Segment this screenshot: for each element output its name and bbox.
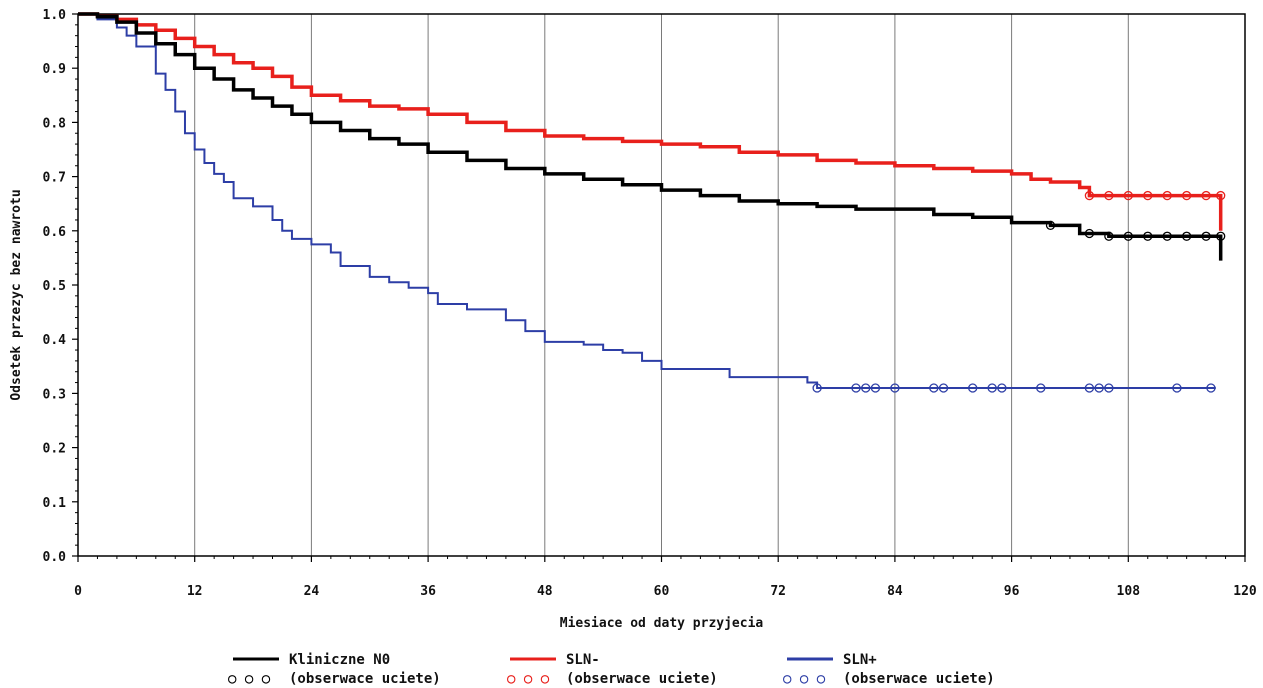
censor-mark-sln-neg: [1123, 190, 1133, 201]
legend-censor-label-sln-pos: (obserwace uciete): [843, 671, 995, 687]
censor-mark-sln-pos: [1104, 383, 1114, 393]
y-tick-label: 0.3: [43, 387, 66, 402]
y-tick-label: 0.4: [43, 333, 67, 348]
series-line-sln-neg: [78, 12, 1223, 231]
series-line-kliniczne-n0: [78, 12, 1223, 261]
censor-mark-sln-pos: [890, 383, 900, 393]
censor-mark-kliniczne-n0: [1104, 231, 1114, 241]
censor-mark-sln-pos: [851, 383, 861, 393]
legend-entry-sln-neg: SLN- ○ ○ ○ (obserwace uciete): [507, 652, 718, 687]
censor-mark-sln-pos: [968, 383, 978, 393]
censor-mark-kliniczne-n0: [1201, 231, 1211, 241]
censor-mark-kliniczne-n0: [1143, 231, 1153, 241]
censor-mark-kliniczne-n0: [1123, 231, 1133, 241]
legend-censor-symbols-sln-neg: ○ ○ ○: [507, 671, 550, 687]
censor-mark-sln-pos: [929, 383, 939, 393]
x-tick-label: 36: [420, 584, 436, 599]
y-tick-label: 0.8: [43, 116, 67, 131]
legend-entry-sln-pos: SLN+ ○ ○ ○ (obserwace uciete): [783, 652, 995, 687]
legend-censor-symbols-kliniczne-n0: ○ ○ ○: [228, 671, 271, 687]
x-tick-label: 120: [1233, 584, 1257, 599]
grid-layer: [194, 14, 1129, 556]
censor-mark-sln-neg: [1162, 190, 1172, 201]
censor-mark-sln-neg: [1143, 190, 1153, 201]
series-layer: [78, 12, 1226, 393]
y-tick-label: 0.2: [43, 442, 66, 457]
censor-mark-sln-pos: [870, 383, 881, 393]
censor-mark-kliniczne-n0: [1216, 231, 1226, 241]
x-axis-title: Miesiace od daty przyjecia: [560, 616, 764, 631]
legend-label-sln-pos: SLN+: [843, 652, 877, 668]
y-tick-label: 0.9: [43, 62, 66, 77]
x-tick-label: 24: [304, 584, 320, 599]
censor-mark-sln-pos: [1206, 383, 1216, 393]
y-tick-label: 0.0: [43, 550, 67, 565]
y-tick-label: 1.0: [43, 8, 67, 23]
y-tick-label: 0.5: [43, 279, 66, 294]
censor-mark-sln-neg: [1084, 190, 1095, 201]
legend: Kliniczne N0 ○ ○ ○ (obserwace uciete) SL…: [228, 652, 995, 687]
censor-mark-sln-pos: [938, 383, 949, 393]
series-line-sln-pos: [78, 13, 1216, 389]
legend-censor-label-sln-neg: (obserwace uciete): [566, 671, 718, 687]
y-tick-label: 0.7: [43, 171, 66, 186]
censor-mark-sln-pos: [1172, 383, 1182, 393]
censor-mark-sln-pos: [1094, 383, 1104, 393]
censor-mark-sln-neg: [1216, 190, 1226, 201]
censor-mark-kliniczne-n0: [1045, 220, 1056, 231]
legend-censor-symbols-sln-pos: ○ ○ ○: [783, 671, 826, 687]
x-tick-label: 84: [887, 584, 903, 599]
x-tick-label: 12: [187, 584, 203, 599]
legend-entry-kliniczne-n0: Kliniczne N0 ○ ○ ○ (obserwace uciete): [228, 652, 441, 687]
legend-censor-label-kliniczne-n0: (obserwace uciete): [289, 671, 441, 687]
censor-mark-sln-pos: [812, 383, 822, 393]
censor-mark-sln-neg: [1201, 190, 1211, 201]
censor-mark-sln-pos: [1036, 383, 1046, 393]
ticks-layer: 0 12 24 36 48 60 72 84 96 108 120 0.0 0.1 0.2 0.3 0.4 0.…: [43, 8, 1257, 599]
x-tick-label: 108: [1117, 584, 1141, 599]
censor-mark-sln-pos: [997, 383, 1007, 393]
x-tick-label: 96: [1004, 584, 1020, 599]
censor-mark-kliniczne-n0: [1162, 231, 1172, 241]
legend-label-sln-neg: SLN-: [566, 652, 600, 668]
x-tick-label: 72: [770, 584, 786, 599]
censor-mark-sln-neg: [1182, 190, 1192, 201]
y-axis-title: Odsetek przezyc bez nawrotu: [9, 189, 24, 400]
y-tick-label: 0.1: [43, 496, 67, 511]
censor-mark-kliniczne-n0: [1182, 231, 1192, 241]
censor-mark-sln-pos: [987, 383, 997, 393]
censor-mark-sln-pos: [1084, 383, 1095, 393]
legend-label-kliniczne-n0: Kliniczne N0: [289, 652, 390, 668]
x-tick-label: 60: [654, 584, 670, 599]
x-tick-label: 48: [537, 584, 553, 599]
censor-mark-kliniczne-n0: [1084, 228, 1095, 239]
censor-mark-sln-pos: [861, 383, 871, 393]
y-tick-label: 0.6: [43, 225, 67, 240]
censor-mark-sln-neg: [1104, 190, 1114, 201]
x-tick-label: 0: [74, 584, 82, 599]
